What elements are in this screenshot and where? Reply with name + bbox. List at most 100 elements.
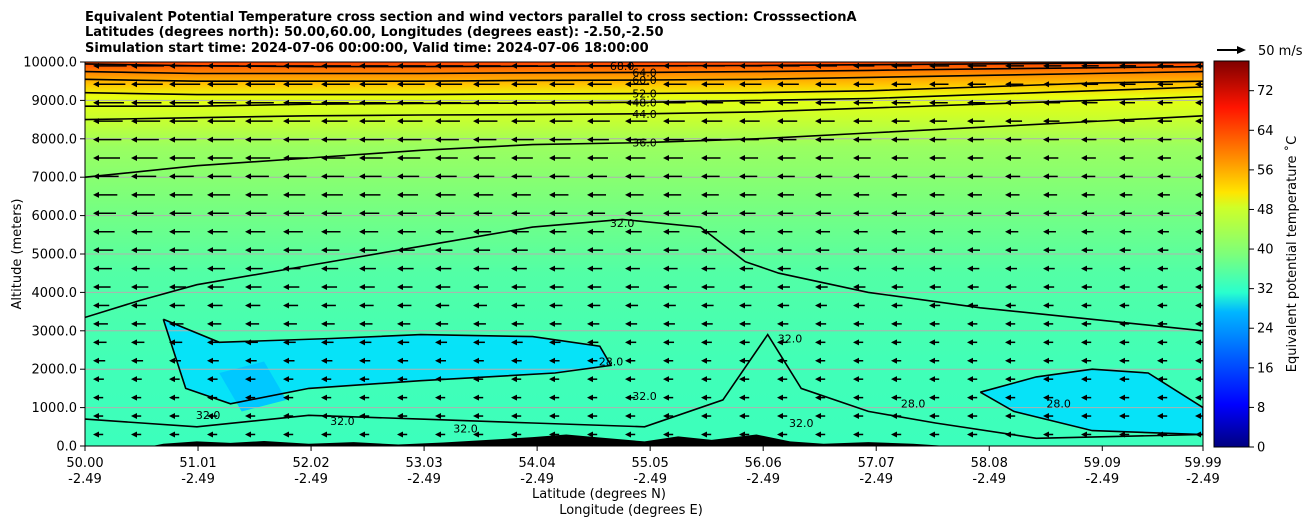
wind-vector	[511, 413, 522, 420]
wind-vector	[929, 284, 941, 291]
wind-vector	[891, 394, 902, 401]
wind-vector	[701, 191, 719, 198]
wind-vector	[1195, 247, 1203, 254]
wind-vector	[131, 155, 158, 161]
wind-vector	[245, 265, 263, 272]
wind-vector	[207, 81, 238, 88]
wind-vector	[1195, 394, 1203, 401]
wind-vector	[93, 320, 108, 327]
wind-vector	[625, 320, 638, 327]
colorbar-tick-label: 56	[1257, 163, 1274, 178]
wind-vector	[777, 228, 793, 235]
wind-vector	[739, 173, 758, 180]
wind-vector	[245, 99, 274, 106]
wind-vector	[929, 376, 940, 383]
quiver-key: 50 m/s	[1217, 44, 1303, 59]
wind-vector	[1005, 413, 1016, 420]
wind-vector	[1119, 413, 1130, 420]
wind-vector	[1119, 210, 1132, 217]
wind-vector	[625, 357, 636, 364]
wind-vector	[131, 376, 142, 383]
x-tick-label-lon: -2.49	[633, 472, 667, 487]
wind-vector	[1081, 210, 1095, 217]
wind-vector	[777, 357, 788, 364]
wind-vector	[929, 431, 940, 438]
wind-vector	[663, 118, 685, 125]
wind-vector	[929, 81, 949, 88]
x-tick-label-lon: -2.49	[1085, 472, 1119, 487]
wind-vector	[245, 191, 268, 198]
wind-vector	[1005, 394, 1016, 401]
wind-vector	[1043, 265, 1055, 272]
wind-vector	[1195, 302, 1203, 309]
wind-vector	[701, 339, 712, 346]
quiver-key-label: 50 m/s	[1258, 44, 1303, 59]
wind-vector	[777, 173, 795, 180]
wind-vector	[663, 431, 674, 438]
wind-vector	[131, 320, 146, 327]
x-tick-label-lon: -2.49	[859, 472, 893, 487]
wind-vector	[663, 339, 675, 346]
wind-vector	[929, 173, 946, 180]
wind-vector	[131, 81, 163, 88]
wind-vector	[663, 62, 688, 69]
wind-vector	[549, 247, 566, 254]
wind-vector	[321, 339, 334, 346]
wind-vector	[739, 413, 750, 420]
wind-vector	[321, 265, 339, 272]
wind-vector	[891, 376, 902, 383]
wind-vector	[169, 357, 181, 364]
wind-vector	[321, 357, 333, 364]
wind-vector	[549, 413, 560, 420]
wind-vector	[1119, 81, 1136, 88]
wind-vector	[815, 62, 838, 69]
wind-vector	[93, 99, 125, 106]
colorbar-tick-label: 48	[1257, 203, 1274, 218]
wind-vector	[929, 155, 946, 161]
y-tick-label: 4000.0	[32, 286, 78, 301]
wind-vector	[473, 136, 497, 143]
wind-vector	[511, 247, 528, 254]
wind-vector	[1043, 376, 1054, 383]
wind-vector	[625, 155, 646, 161]
x-tick-label-lat: 54.04	[519, 456, 556, 471]
wind-vector	[1005, 118, 1023, 125]
y-tick-label: 6000.0	[32, 209, 78, 224]
wind-vector	[815, 99, 836, 106]
x-tick-label-lon: -2.49	[181, 472, 215, 487]
x-tick-label-lon: -2.49	[68, 472, 102, 487]
wind-vector	[397, 320, 411, 327]
wind-vector	[1043, 320, 1054, 327]
wind-vector	[701, 210, 718, 217]
wind-vector	[1005, 376, 1016, 383]
wind-vector	[1005, 339, 1016, 346]
contour-label-low: 28.0	[599, 355, 624, 368]
wind-vector	[663, 413, 674, 420]
wind-vector	[549, 431, 560, 438]
wind-vector	[929, 62, 950, 69]
colorbar-tick-label: 64	[1257, 124, 1274, 139]
x-tick-label-lon: -2.49	[520, 472, 554, 487]
y-tick-label: 9000.0	[32, 94, 78, 109]
wind-vector	[397, 431, 408, 438]
wind-vector	[663, 228, 680, 235]
wind-vector	[853, 357, 864, 364]
wind-vector	[397, 118, 423, 125]
wind-vector	[321, 302, 336, 309]
wind-vector	[1195, 173, 1203, 180]
wind-vector	[587, 81, 612, 88]
wind-vector	[131, 62, 165, 69]
wind-vector	[1119, 339, 1130, 346]
wind-vector	[701, 357, 712, 364]
wind-vector	[967, 136, 984, 143]
wind-vector	[435, 228, 454, 235]
wind-vector	[1195, 210, 1203, 217]
wind-vector	[777, 302, 790, 309]
x-axis: 50.00-2.4951.01-2.4952.02-2.4953.03-2.49…	[66, 446, 1222, 487]
wind-vector	[1157, 357, 1168, 364]
wind-vector	[511, 394, 522, 401]
wind-vector	[701, 302, 714, 309]
wind-vector	[777, 431, 788, 438]
wind-vector	[701, 81, 724, 88]
wind-vector	[663, 173, 683, 180]
